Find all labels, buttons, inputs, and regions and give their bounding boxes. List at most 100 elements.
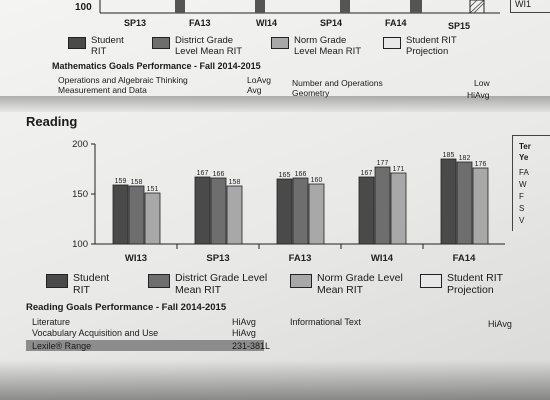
legend-swatch-norm bbox=[271, 37, 289, 49]
legend-swatch-projection bbox=[420, 274, 442, 288]
x-category-label: SP13 bbox=[206, 253, 229, 264]
legend-swatch-projection bbox=[383, 37, 401, 49]
bar-value-label: 185 bbox=[443, 152, 455, 159]
bar bbox=[472, 167, 489, 245]
side-box-text: W bbox=[519, 180, 527, 189]
bar-value-label: 158 bbox=[229, 179, 241, 186]
math-cat-label: SP15 bbox=[448, 21, 471, 31]
math-cat-label: SP13 bbox=[124, 18, 147, 28]
y-tick-label: 200 bbox=[72, 139, 88, 150]
x-category-label: FA13 bbox=[289, 253, 312, 264]
y-tick-label: 100 bbox=[72, 239, 88, 250]
bar bbox=[374, 166, 391, 245]
math-cat-label: FA13 bbox=[189, 18, 211, 28]
math-cat-label: WI14 bbox=[256, 18, 278, 28]
legend-item: Student RIT Projection bbox=[420, 272, 520, 296]
math-goal-name: Geometry bbox=[292, 88, 330, 98]
legend-swatch-norm bbox=[290, 274, 312, 288]
y-tick-label: 150 bbox=[72, 189, 88, 200]
bar bbox=[128, 185, 145, 245]
legend-item: Norm Grade Level Mean RIT bbox=[290, 272, 406, 296]
legend-label: Student RIT Projection bbox=[447, 272, 503, 296]
math-chart-fragment bbox=[99, 0, 500, 14]
reading-goal-level: HiAvg bbox=[232, 328, 256, 338]
reading-goal-name: Informational Text bbox=[290, 317, 361, 327]
page-fold-shadow bbox=[0, 96, 550, 112]
bar-value-label: 167 bbox=[197, 170, 209, 177]
bar-value-label: 177 bbox=[377, 160, 389, 167]
legend-label: District Grade Level Mean RIT bbox=[175, 272, 268, 296]
legend-swatch-district bbox=[152, 37, 170, 49]
math-goal-name: Number and Operations bbox=[292, 78, 383, 88]
bar bbox=[440, 158, 457, 245]
reading-title: Reading bbox=[26, 114, 78, 129]
math-goal-name: Measurement and Data bbox=[58, 85, 147, 95]
side-box-text: S bbox=[519, 204, 525, 213]
bar bbox=[112, 184, 129, 245]
legend-label: Norm Grade Level Mean RIT bbox=[317, 272, 403, 296]
reading-goals-title: Reading Goals Performance - Fall 2014-20… bbox=[26, 302, 227, 313]
legend-label: Student RIT bbox=[73, 272, 110, 296]
side-box-text: Ter bbox=[519, 142, 531, 151]
bar-value-label: 158 bbox=[131, 179, 143, 186]
math-goal-level: LoAvg bbox=[247, 75, 271, 85]
lexile-value: 231-381L bbox=[232, 341, 271, 351]
x-category-label: WI13 bbox=[125, 253, 147, 264]
lexile-range-row: Lexile® Range 231-381L bbox=[26, 340, 270, 351]
bar bbox=[194, 176, 211, 245]
bar bbox=[226, 185, 243, 245]
top-side-box-text: WI1 bbox=[515, 0, 532, 9]
legend-item: Student RIT bbox=[68, 35, 138, 57]
legend-label: Student RIT Projection bbox=[406, 35, 457, 57]
math-goal-level: Avg bbox=[247, 85, 262, 95]
side-box-text: F bbox=[519, 192, 524, 201]
legend-item: District Grade Level Mean RIT bbox=[148, 272, 276, 296]
legend-item: Student RIT bbox=[46, 272, 134, 296]
bar bbox=[456, 161, 473, 245]
legend-swatch-student bbox=[46, 274, 68, 288]
reading-goal-name: Vocabulary Acquisition and Use bbox=[32, 328, 159, 338]
math-goals-title: Mathematics Goals Performance - Fall 201… bbox=[52, 61, 261, 71]
side-box-text: FA bbox=[519, 168, 529, 177]
math-goal-level: HiAvg bbox=[467, 90, 490, 100]
reading-goal-level: HiAvg bbox=[232, 317, 256, 327]
side-terms-box: Ter Ye FA W F S V bbox=[512, 135, 550, 231]
legend-swatch-district bbox=[148, 274, 170, 288]
lexile-label: Lexile® Range bbox=[32, 341, 92, 351]
math-legend: Student RIT District Grade Level Mean RI… bbox=[68, 35, 487, 57]
bar bbox=[144, 192, 161, 245]
legend-label: District Grade Level Mean RIT bbox=[175, 35, 243, 57]
bar bbox=[210, 177, 227, 245]
photo-shadow bbox=[0, 360, 550, 400]
reading-goal-name: Literature bbox=[32, 317, 71, 327]
math-goal-level: Low bbox=[474, 78, 490, 88]
math-cat-label: FA14 bbox=[385, 18, 407, 28]
x-category-label: FA14 bbox=[453, 253, 476, 264]
bar bbox=[292, 177, 309, 245]
math-cat-label: SP14 bbox=[320, 18, 343, 28]
legend-item: Student RIT Projection bbox=[383, 35, 473, 57]
legend-label: Student RIT bbox=[91, 35, 124, 57]
legend-swatch-student bbox=[68, 37, 86, 49]
reading-legend: Student RIT District Grade Level Mean RI… bbox=[46, 272, 534, 296]
bar-value-label: 171 bbox=[393, 166, 405, 173]
bar-value-label: 165 bbox=[279, 172, 291, 179]
bar-value-label: 159 bbox=[115, 178, 127, 185]
bar bbox=[276, 178, 293, 245]
bar-value-label: 176 bbox=[475, 161, 487, 168]
bar-value-label: 182 bbox=[459, 155, 471, 162]
reading-bar-chart: 100 150 200 159 158 151 WI13 167 166 158 SP13 165 16… bbox=[72, 139, 505, 264]
legend-item: Norm Grade Level Mean RIT bbox=[271, 35, 369, 57]
side-box-text: Ye bbox=[519, 153, 529, 162]
legend-item: District Grade Level Mean RIT bbox=[152, 35, 257, 57]
bar-value-label: 167 bbox=[361, 170, 373, 177]
top-side-box: WI1 bbox=[510, 0, 550, 13]
side-box-text: V bbox=[519, 216, 525, 225]
bar-value-label: 166 bbox=[213, 171, 225, 178]
math-goal-name: Operations and Algebraic Thinking bbox=[58, 75, 188, 85]
bar-value-label: 160 bbox=[311, 177, 323, 184]
bar-value-label: 166 bbox=[295, 171, 307, 178]
math-y-tick-100: 100 bbox=[75, 2, 92, 13]
bar-value-label: 151 bbox=[147, 186, 159, 193]
bar bbox=[390, 172, 407, 245]
